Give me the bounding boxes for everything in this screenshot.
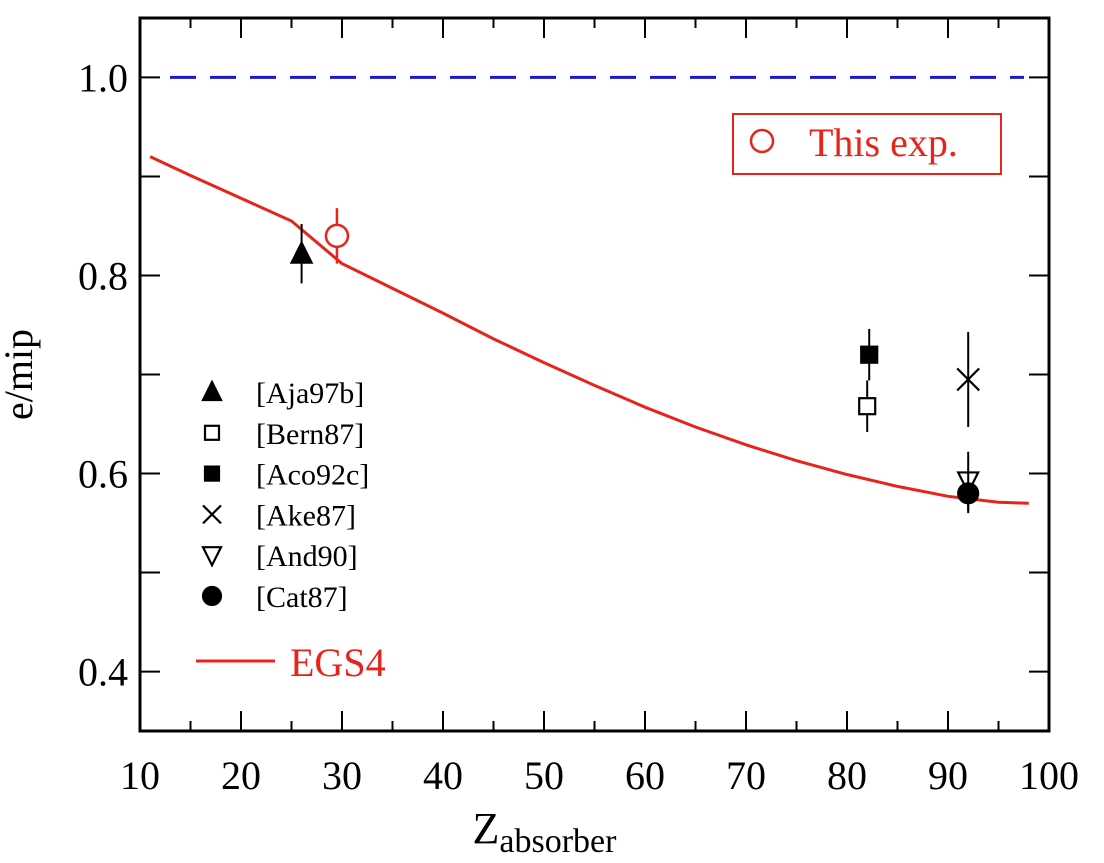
- this-exp-point: [324, 223, 350, 249]
- data-point: [858, 397, 877, 416]
- axis-ticks: [139, 18, 1050, 731]
- x-tick-label: 40: [423, 753, 463, 798]
- legend-marker: [201, 585, 223, 607]
- legend-label: [Cat87]: [256, 581, 348, 614]
- x-tick-label: 80: [827, 753, 867, 798]
- legend-marker: [201, 379, 223, 402]
- data-point: [289, 240, 314, 264]
- egs4-curve: [149, 155, 1029, 505]
- legend-label: [Aco92c]: [256, 459, 369, 492]
- x-axis-label-main: Z: [473, 804, 500, 853]
- plot-content: [149, 75, 1029, 514]
- x-tick-label: 20: [221, 753, 261, 798]
- data-point: [957, 482, 980, 505]
- legend-label: [And90]: [256, 540, 358, 573]
- x-tick-label: 100: [1019, 753, 1079, 798]
- x-tick-label: 10: [120, 753, 160, 798]
- y-tick-label: 0.6: [78, 452, 128, 497]
- legend-label: [Bern87]: [256, 418, 364, 451]
- legend-label: [Aja97b]: [256, 377, 364, 410]
- legend-marker: [203, 424, 221, 441]
- axis-tick-labels: 10 20 30 40 50 60 70 80 90 100 0.4 0.6 0.8 1.0: [78, 55, 1079, 798]
- y-tick-label: 1.0: [78, 55, 128, 100]
- data-point-stroke: [956, 367, 980, 392]
- data-point: [860, 345, 879, 364]
- x-tick-label: 70: [726, 753, 766, 798]
- x-tick-label: 60: [625, 753, 665, 798]
- y-tick-label: 0.4: [78, 650, 128, 695]
- x-tick-label: 50: [524, 753, 564, 798]
- legend-label: [Ake87]: [256, 499, 356, 532]
- legend-this-exp-label: This exp.: [809, 120, 958, 165]
- legend-egs4-label: EGS4: [290, 640, 386, 685]
- legend-this-exp-marker: [749, 128, 775, 154]
- legend-marker-stroke: [202, 504, 222, 525]
- legend-this-exp: This exp.: [732, 113, 1002, 175]
- x-axis-label-sub: absorber: [499, 823, 617, 860]
- y-tick-label: 0.8: [78, 253, 128, 298]
- legend-box: [732, 113, 1002, 175]
- legend-egs4: EGS4: [196, 640, 386, 685]
- legend-marker: [202, 504, 222, 525]
- legend-marker: [201, 546, 223, 568]
- legend-references: [Aja97b] [Bern87] [Aco92c] [Ake87] [And90] [C…: [201, 377, 369, 614]
- x-tick-label: 90: [928, 753, 968, 798]
- y-axis-label: e/mip: [0, 329, 41, 420]
- data-point: [956, 367, 980, 392]
- legend-marker: [203, 465, 221, 482]
- x-tick-label: 30: [322, 753, 362, 798]
- x-axis-label: Zabsorber: [473, 804, 618, 860]
